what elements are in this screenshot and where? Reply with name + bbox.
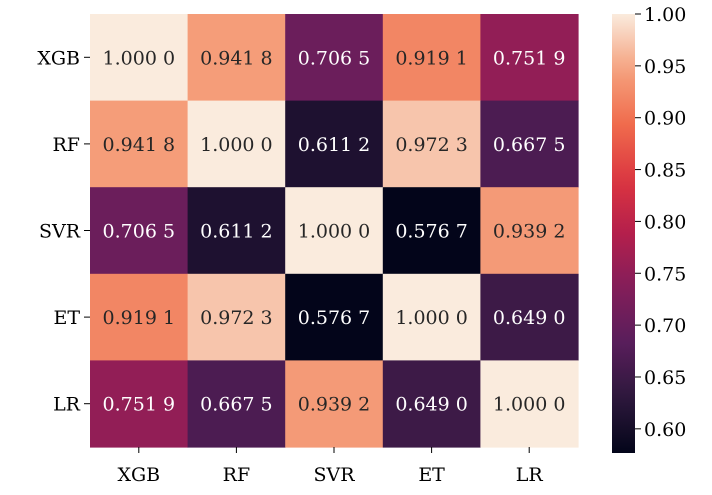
y-axis: XGB RF SVR ET LR (37, 47, 90, 416)
colorbar-tick-label: 0.95 (644, 56, 686, 78)
x-tick-label: XGB (117, 464, 160, 486)
colorbar: 0.60 0.65 0.70 0.75 0.80 0.85 0.90 0.95 1.00 (612, 4, 686, 453)
heatmap-cell-rf-xgb (90, 100, 189, 188)
cell-value-label: 0.919 1 (103, 307, 176, 329)
heatmap-cell-rf-rf (187, 100, 286, 188)
heatmap-cell-svr-xgb (90, 187, 189, 275)
y-tick-label: XGB (37, 47, 80, 69)
x-tick-label: ET (418, 464, 445, 486)
colorbar-tick-label: 0.70 (644, 315, 686, 337)
heatmap-cell-et-xgb (90, 273, 189, 361)
y-tick-label: ET (53, 307, 80, 329)
heatmap-cell-xgb-xgb (90, 14, 189, 102)
x-tick-label: RF (223, 464, 251, 486)
heatmap-cell-lr-et (382, 360, 481, 448)
heatmap-cell-rf-lr (480, 100, 579, 188)
cell-value-label: 0.706 5 (103, 221, 176, 243)
y-tick-label: RF (53, 134, 81, 156)
heatmap-cell-et-lr (480, 273, 579, 361)
heatmap-cell-et-svr (285, 273, 384, 361)
cell-value-label: 0.611 2 (200, 221, 273, 243)
colorbar-tick-label: 1.00 (644, 4, 686, 26)
heatmap-cell-lr-svr (285, 360, 384, 448)
heatmap-cell-svr-et (382, 187, 481, 275)
heatmap-cell-labels: 1.000 0 0.941 8 0.706 5 0.919 1 0.751 9 0.941… (103, 47, 566, 415)
heatmap-cell-svr-rf (187, 187, 286, 275)
heatmap-cell-xgb-svr (285, 14, 384, 102)
cell-value-label: 0.649 0 (395, 394, 468, 416)
colorbar-tick-label: 0.80 (644, 211, 686, 233)
colorbar-tick-label: 0.90 (644, 108, 686, 130)
heatmap-cell-svr-lr (480, 187, 579, 275)
cell-value-label: 0.972 3 (200, 307, 273, 329)
cell-value-label: 0.649 0 (493, 307, 566, 329)
colorbar-tick-label: 0.75 (644, 263, 686, 285)
x-tick-label: SVR (313, 464, 355, 486)
y-tick-label: LR (53, 394, 81, 416)
heatmap-cell-et-et (382, 273, 481, 361)
cell-value-label: 0.939 2 (493, 221, 566, 243)
cell-value-label: 0.941 8 (200, 47, 273, 69)
colorbar-tick-label: 0.85 (644, 160, 686, 182)
heatmap-cell-et-rf (187, 273, 286, 361)
x-tick-label: LR (516, 464, 544, 486)
colorbar-tick-label: 0.65 (644, 367, 686, 389)
heatmap-cell-lr-lr (480, 360, 579, 448)
heatmap-cell-rf-et (382, 100, 481, 188)
colorbar-tick-label: 0.60 (644, 419, 686, 441)
heatmap-cell-lr-rf (187, 360, 286, 448)
cell-value-label: 0.706 5 (298, 47, 371, 69)
cell-value-label: 0.941 8 (103, 134, 176, 156)
cell-value-label: 0.751 9 (493, 47, 566, 69)
cell-value-label: 0.751 9 (103, 394, 176, 416)
cell-value-label: 0.667 5 (493, 134, 566, 156)
heatmap-cell-xgb-rf (187, 14, 286, 102)
cell-value-label: 1.000 0 (200, 134, 273, 156)
heatmap-cell-xgb-lr (480, 14, 579, 102)
cell-value-label: 0.972 3 (395, 134, 468, 156)
cell-value-label: 1.000 0 (395, 307, 468, 329)
x-axis: XGB RF SVR ET LR (117, 447, 543, 486)
cell-value-label: 1.000 0 (493, 394, 566, 416)
cell-value-label: 0.667 5 (200, 394, 273, 416)
heatmap-cell-rf-svr (285, 100, 384, 188)
cell-value-label: 0.939 2 (298, 394, 371, 416)
heatmap-cell-xgb-et (382, 14, 481, 102)
cell-value-label: 0.919 1 (395, 47, 468, 69)
cell-value-label: 0.576 7 (298, 307, 371, 329)
cell-value-label: 0.576 7 (395, 221, 468, 243)
cell-value-label: 1.000 0 (103, 47, 176, 69)
colorbar-gradient (612, 14, 635, 453)
y-tick-label: SVR (39, 221, 81, 243)
heatmap-cell-svr-svr (285, 187, 384, 275)
heatmap-cell-lr-xgb (90, 360, 189, 448)
heatmap-cells (90, 14, 579, 448)
cell-value-label: 1.000 0 (298, 221, 371, 243)
cell-value-label: 0.611 2 (298, 134, 371, 156)
